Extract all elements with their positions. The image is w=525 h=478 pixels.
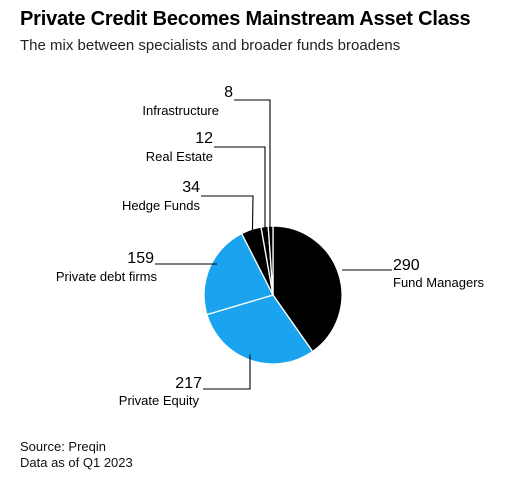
category-label-fund-managers: Fund Managers [393, 275, 485, 290]
leader-line-private-equity [203, 354, 251, 390]
category-label-real-estate: Real Estate [146, 149, 213, 164]
value-label-hedge-funds: 34 [182, 179, 200, 196]
leader-line-hedge-funds [201, 195, 254, 234]
source-value: Preqin [68, 439, 106, 454]
pie-slice-fund-managers [272, 225, 343, 353]
value-label-real-estate: 12 [195, 130, 213, 147]
pie-slice-infrastructure [267, 225, 274, 296]
category-label-private-equity: Private Equity [119, 393, 200, 408]
leader-line-infrastructure [234, 99, 271, 228]
source-note: Source: Preqin [20, 439, 106, 454]
value-label-private-debt-firms: 159 [127, 250, 154, 267]
source-label: Source: [20, 439, 69, 454]
leader-line-real-estate [214, 146, 266, 229]
category-label-private-debt-firms: Private debt firms [56, 269, 158, 284]
category-label-infrastructure: Infrastructure [142, 103, 219, 118]
value-label-private-equity: 217 [175, 375, 202, 392]
value-label-infrastructure: 8 [224, 84, 233, 101]
chart-title: Private Credit Becomes Mainstream Asset … [20, 8, 471, 30]
pie-slice-private-debt-firms [203, 232, 274, 316]
data-as-of-note: Data as of Q1 2023 [20, 455, 133, 470]
data-as-of-label: Data as of [20, 455, 83, 470]
value-label-fund-managers: 290 [393, 257, 420, 274]
chart-subtitle: The mix between specialists and broader … [20, 37, 401, 54]
category-label-hedge-funds: Hedge Funds [122, 198, 201, 213]
data-as-of-value: Q1 2023 [82, 455, 133, 470]
